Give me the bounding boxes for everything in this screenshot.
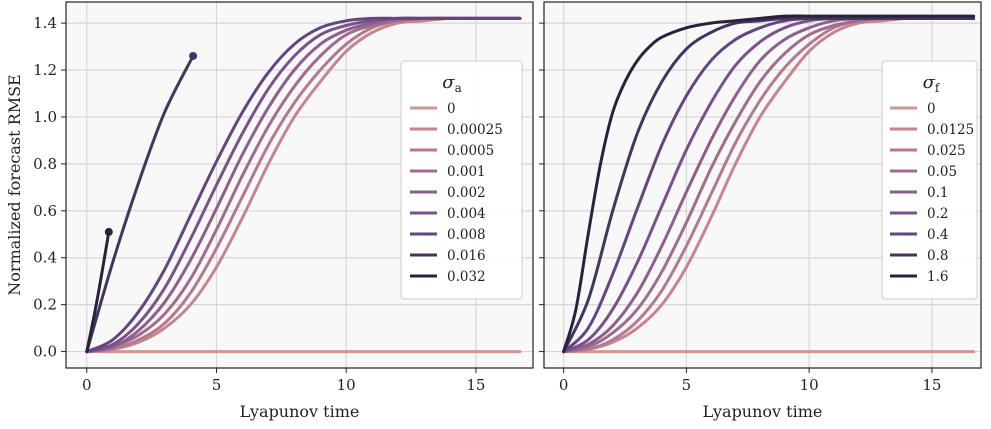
legend-label: 1.6 <box>927 269 948 285</box>
y-axis-label: Normalized forecast RMSE <box>5 74 24 295</box>
x-axis-label-left: Lyapunov time <box>240 402 360 421</box>
legend-box-right <box>881 60 978 300</box>
panel-sigma-a: 0 5 10 15 0.0 0.2 0.4 0.6 0.8 1.0 1.2 1.4 Lyapunov… <box>5 1 534 421</box>
x-axis-label-right: Lyapunov time <box>703 402 823 421</box>
series-line-0.00025 <box>85 16 522 354</box>
y-ticks-left: 0.0 0.2 0.4 0.6 0.8 1.0 1.2 1.4 <box>33 14 66 361</box>
series-line-0.008 <box>85 16 522 354</box>
legend-label: 0.008 <box>447 227 486 243</box>
y-tick-label: 0.4 <box>33 249 57 267</box>
legend-label: 0.0005 <box>447 143 494 159</box>
y-tick-label: 1.4 <box>33 14 57 32</box>
series-group-right <box>562 14 976 354</box>
y-tick-label: 1.2 <box>33 61 57 79</box>
series-line-0.016 <box>85 54 195 354</box>
legend-label: 0.004 <box>447 206 486 222</box>
series-group-left <box>85 16 522 354</box>
panel-sigma-f: 0 5 10 15 Lyapunov time σf 0 0.0125 0.025 0.05… <box>539 1 982 421</box>
x-tick-label: 5 <box>212 376 222 394</box>
legend-label: 0.032 <box>447 269 486 285</box>
y-ticks-right <box>539 22 544 353</box>
legend-label: 0.1 <box>927 185 948 201</box>
y-tick-label: 0.6 <box>33 202 57 220</box>
legend-label: 0.002 <box>447 185 486 201</box>
legend-label: 0.025 <box>927 143 966 159</box>
x-ticks-right: 0 5 10 15 <box>559 368 941 394</box>
legend-label: 0 <box>447 101 456 117</box>
legend-entries-right: 0 0.0125 0.025 0.05 0.1 0.2 0.4 0.8 1.6 <box>890 101 974 285</box>
legend-label: 0.05 <box>927 164 957 180</box>
legend-right: σf 0 0.0125 0.025 0.05 0.1 0.2 0.4 0.8 1.6 <box>881 60 978 300</box>
axes-frame-right <box>543 1 982 369</box>
legend-box-left <box>400 60 523 300</box>
legend-label: 0.2 <box>927 206 948 222</box>
y-tick-label: 0.8 <box>33 155 57 173</box>
x-tick-label: 15 <box>922 376 941 394</box>
legend-title-left: σa <box>442 72 461 95</box>
y-tick-label: 0.2 <box>33 296 57 314</box>
y-tick-label: 0.0 <box>33 343 57 361</box>
series-line-1.6 <box>562 14 976 354</box>
legend-label: 0.8 <box>927 248 948 264</box>
x-tick-label: 0 <box>82 376 92 394</box>
legend-left: σa 0 0.00025 0.0005 0.001 0.002 0.004 0.008 0.0… <box>400 60 523 300</box>
legend-label: 0.001 <box>447 164 486 180</box>
legend-label: 0.4 <box>927 227 948 243</box>
legend-entries-left: 0 0.00025 0.0005 0.001 0.002 0.004 0.008 0.016 0… <box>410 101 503 285</box>
y-tick-label: 1.0 <box>33 108 57 126</box>
series-line-0.8 <box>562 16 976 354</box>
series-end-marker-0.032 <box>104 227 113 236</box>
x-tick-label: 15 <box>466 376 485 394</box>
series-end-marker-0.016 <box>189 51 198 60</box>
axes-frame-left <box>65 1 534 369</box>
x-tick-label: 0 <box>559 376 569 394</box>
x-tick-label: 10 <box>337 376 356 394</box>
legend-title-right: σf <box>923 72 941 95</box>
x-tick-label: 10 <box>800 376 819 394</box>
legend-label: 0.00025 <box>447 122 503 138</box>
x-ticks-left: 0 5 10 15 <box>82 368 485 394</box>
x-tick-label: 5 <box>682 376 692 394</box>
series-line-0.032 <box>85 230 111 354</box>
legend-label: 0.016 <box>447 248 486 264</box>
legend-label: 0.0125 <box>927 122 974 138</box>
legend-label: 0 <box>927 101 936 117</box>
series-line-0.0125 <box>562 16 976 354</box>
